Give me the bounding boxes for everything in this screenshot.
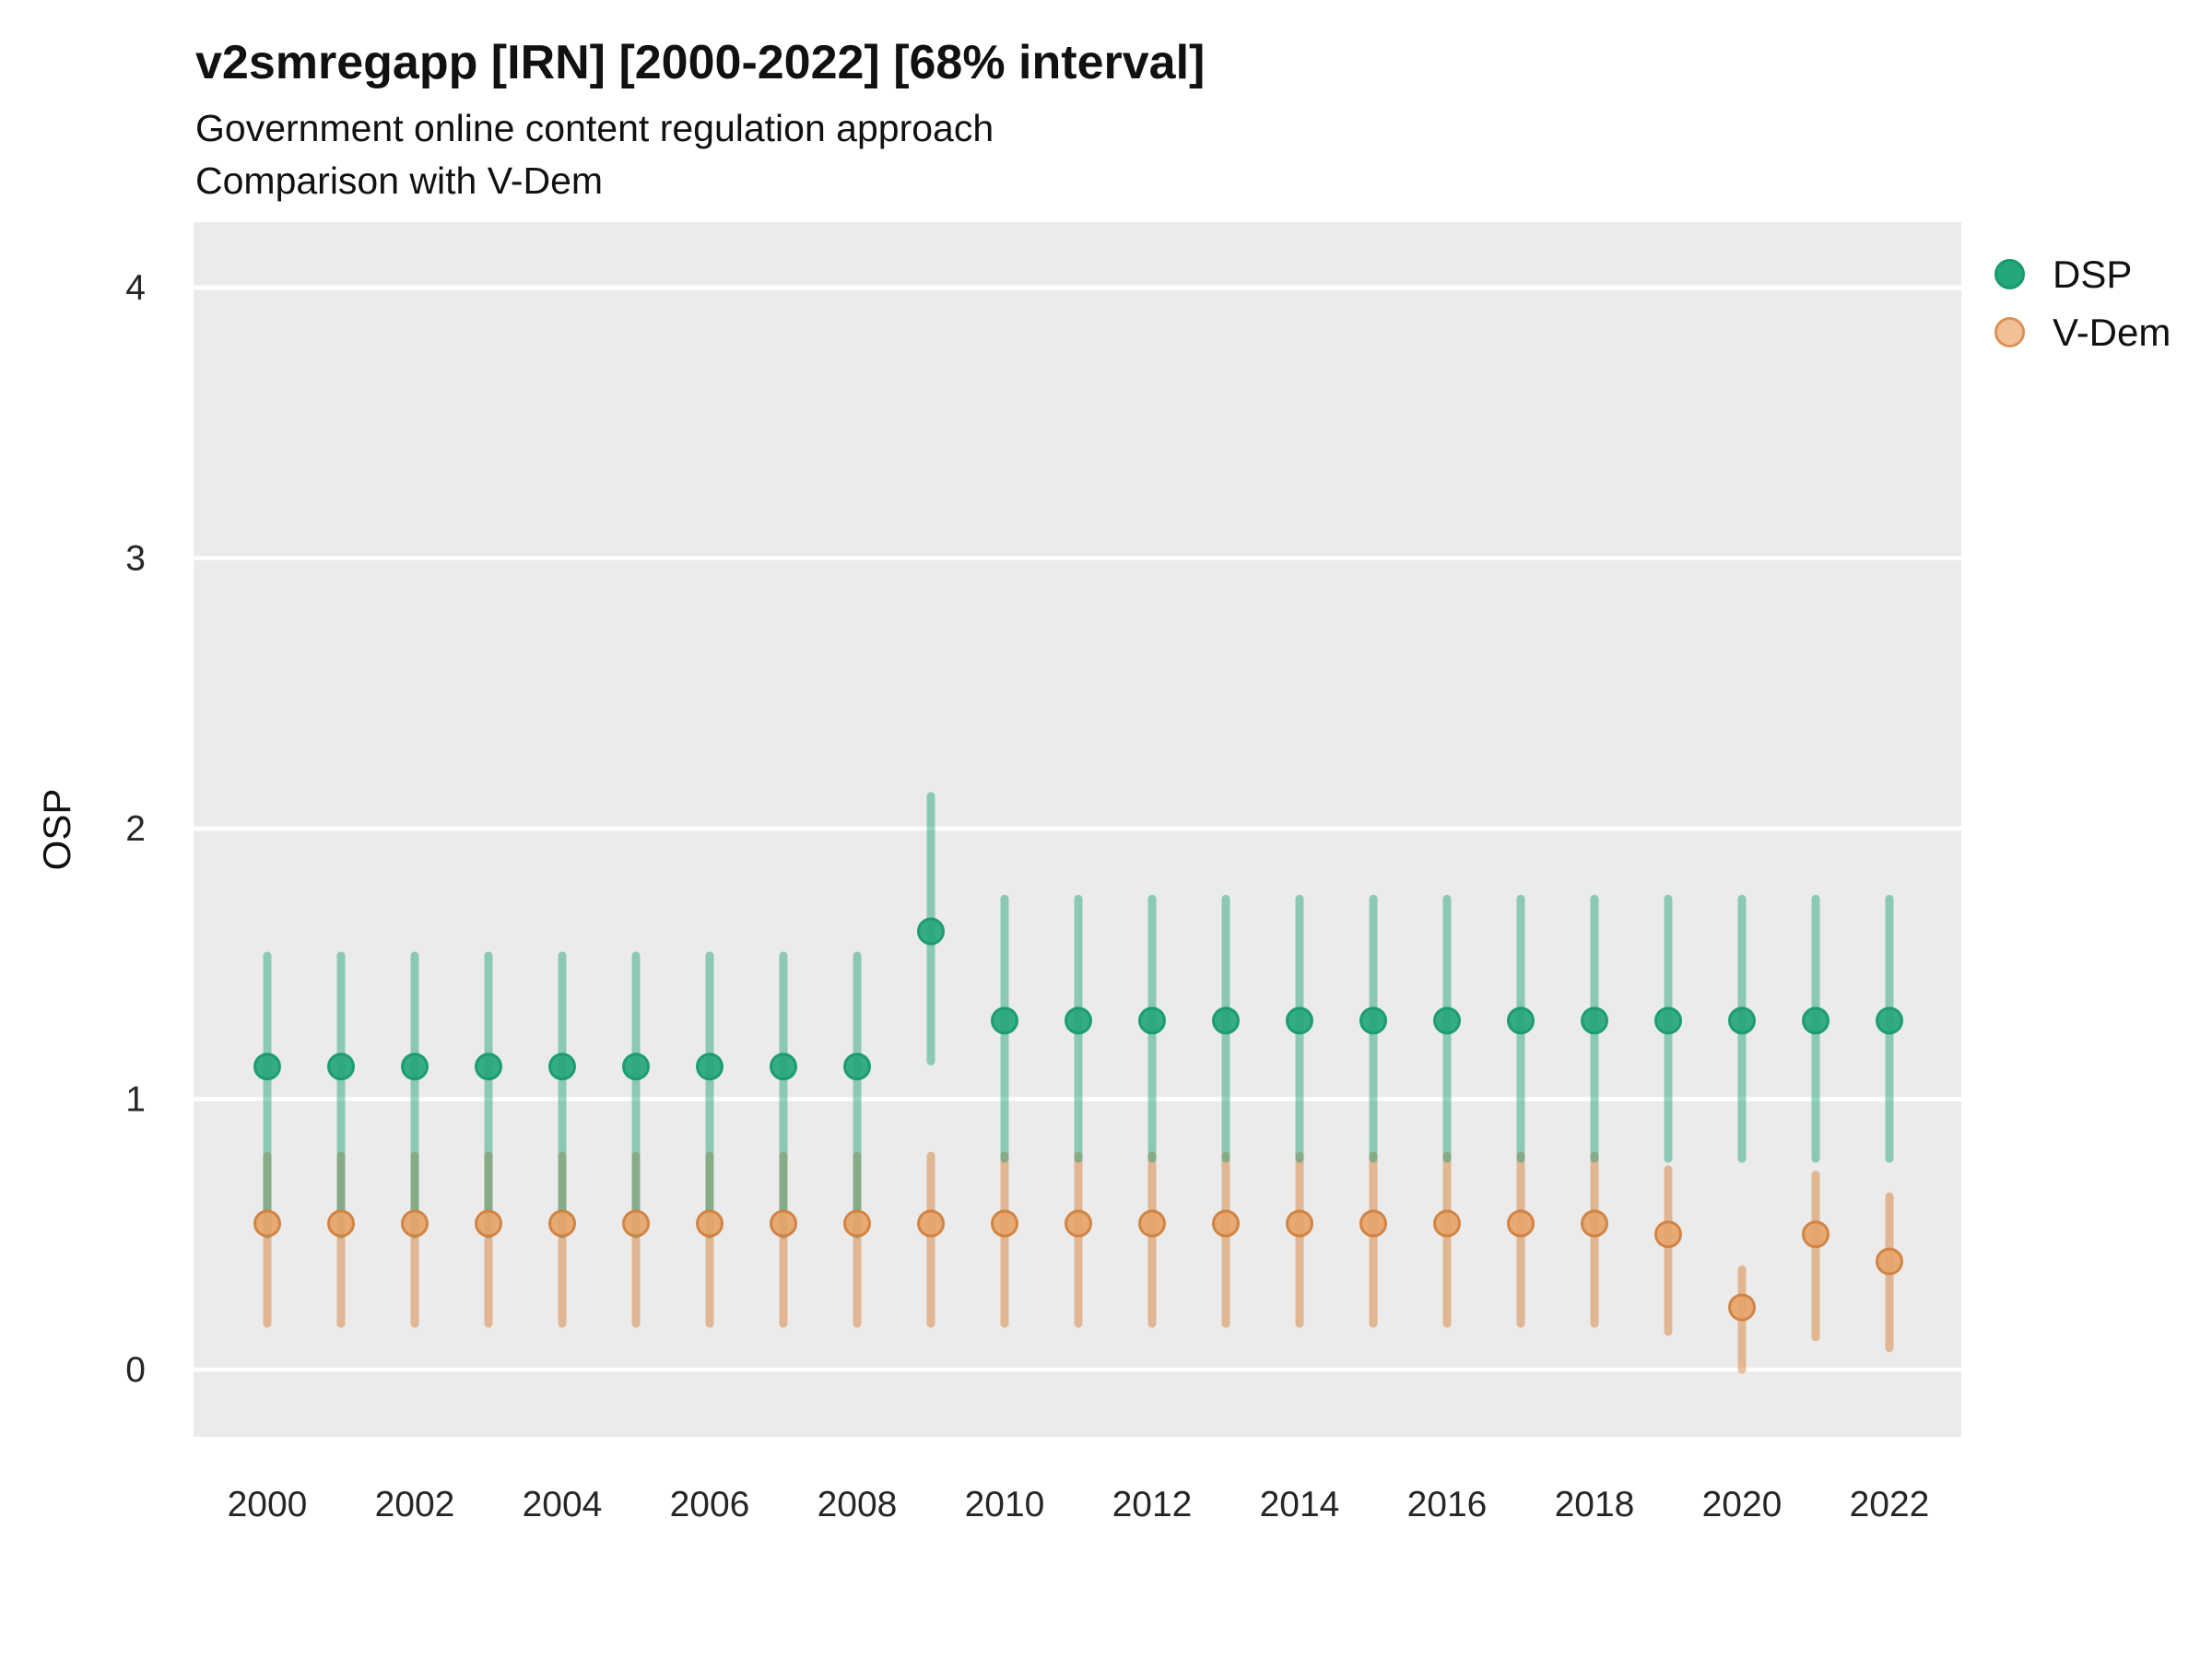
dsp-point-2022 xyxy=(1876,1006,1903,1035)
dsp-point-2014 xyxy=(1286,1006,1313,1035)
y-tick-label-3: 3 xyxy=(125,539,146,579)
dsp-point-2021 xyxy=(1802,1006,1830,1035)
x-tick-label-2016: 2016 xyxy=(1407,1485,1488,1524)
legend-item-vdem: V-Dem xyxy=(1994,303,2171,361)
legend-label-vdem: V-Dem xyxy=(2053,310,2171,354)
vdem-point-2008 xyxy=(843,1209,871,1238)
x-tick-label-2012: 2012 xyxy=(1112,1485,1193,1524)
vdem-legend-dot-icon xyxy=(1994,317,2025,347)
dsp-point-2004 xyxy=(548,1053,576,1081)
dsp-legend-dot-icon xyxy=(1994,259,2025,289)
chart-subtitle-1: Government online content regulation app… xyxy=(195,107,994,149)
y-tick-label-0: 0 xyxy=(125,1350,146,1390)
vdem-point-2009 xyxy=(917,1209,945,1238)
dsp-point-2017 xyxy=(1507,1006,1535,1035)
vdem-point-2016 xyxy=(1433,1209,1461,1238)
x-tick-label-2000: 2000 xyxy=(228,1485,308,1524)
vdem-point-2013 xyxy=(1212,1209,1240,1238)
dsp-point-2003 xyxy=(475,1053,502,1081)
x-tick-label-2020: 2020 xyxy=(1702,1485,1783,1524)
dsp-point-2012 xyxy=(1138,1006,1166,1035)
vdem-point-2015 xyxy=(1359,1209,1387,1238)
dsp-point-2015 xyxy=(1359,1006,1387,1035)
chart-subtitle-2: Comparison with V-Dem xyxy=(195,159,604,202)
vdem-point-2017 xyxy=(1507,1209,1535,1238)
dsp-point-2018 xyxy=(1581,1006,1608,1035)
vdem-point-2003 xyxy=(475,1209,502,1238)
vdem-point-2014 xyxy=(1286,1209,1313,1238)
x-tick-label-2018: 2018 xyxy=(1555,1485,1635,1524)
dsp-point-2002 xyxy=(401,1053,429,1081)
dsp-point-2013 xyxy=(1212,1006,1240,1035)
legend-label-dsp: DSP xyxy=(2053,252,2133,296)
vdem-point-2018 xyxy=(1581,1209,1608,1238)
dsp-point-2011 xyxy=(1065,1006,1092,1035)
vdem-point-2022 xyxy=(1876,1247,1903,1276)
vdem-point-2002 xyxy=(401,1209,429,1238)
legend-item-dsp: DSP xyxy=(1994,245,2171,303)
dsp-point-2000 xyxy=(253,1053,281,1081)
x-tick-label-2006: 2006 xyxy=(670,1485,750,1524)
vdem-point-2012 xyxy=(1138,1209,1166,1238)
legend: DSP V-Dem xyxy=(1994,245,2171,361)
vdem-point-2011 xyxy=(1065,1209,1092,1238)
dsp-point-2009 xyxy=(917,917,945,946)
vdem-point-2005 xyxy=(622,1209,650,1238)
vdem-point-2007 xyxy=(770,1209,797,1238)
dsp-point-2016 xyxy=(1433,1006,1461,1035)
x-tick-label-2014: 2014 xyxy=(1260,1485,1340,1524)
vdem-point-2010 xyxy=(991,1209,1018,1238)
dsp-point-2005 xyxy=(622,1053,650,1081)
vdem-point-2019 xyxy=(1654,1220,1682,1249)
dsp-point-2010 xyxy=(991,1006,1018,1035)
y-tick-label-1: 1 xyxy=(125,1080,146,1120)
dsp-point-2019 xyxy=(1654,1006,1682,1035)
x-tick-label-2002: 2002 xyxy=(375,1485,455,1524)
dsp-point-2008 xyxy=(843,1053,871,1081)
dsp-point-2007 xyxy=(770,1053,797,1081)
y-tick-label-2: 2 xyxy=(125,809,146,849)
vdem-point-2000 xyxy=(253,1209,281,1238)
vdem-point-2021 xyxy=(1802,1220,1830,1249)
dsp-point-2006 xyxy=(696,1053,724,1081)
vdem-point-2006 xyxy=(696,1209,724,1238)
vdem-point-2001 xyxy=(327,1209,355,1238)
dsp-point-2020 xyxy=(1728,1006,1756,1035)
x-tick-label-2004: 2004 xyxy=(523,1485,603,1524)
x-tick-label-2022: 2022 xyxy=(1850,1485,1930,1524)
x-tick-label-2008: 2008 xyxy=(818,1485,898,1524)
x-tick-label-2010: 2010 xyxy=(965,1485,1045,1524)
vdem-point-2020 xyxy=(1728,1293,1756,1322)
y-tick-label-4: 4 xyxy=(125,268,146,308)
chart-title: v2smregapp [IRN] [2000-2022] [68% interv… xyxy=(195,36,1206,89)
dsp-point-2001 xyxy=(327,1053,355,1081)
vdem-point-2004 xyxy=(548,1209,576,1238)
y-axis-title: OSP xyxy=(35,788,78,871)
